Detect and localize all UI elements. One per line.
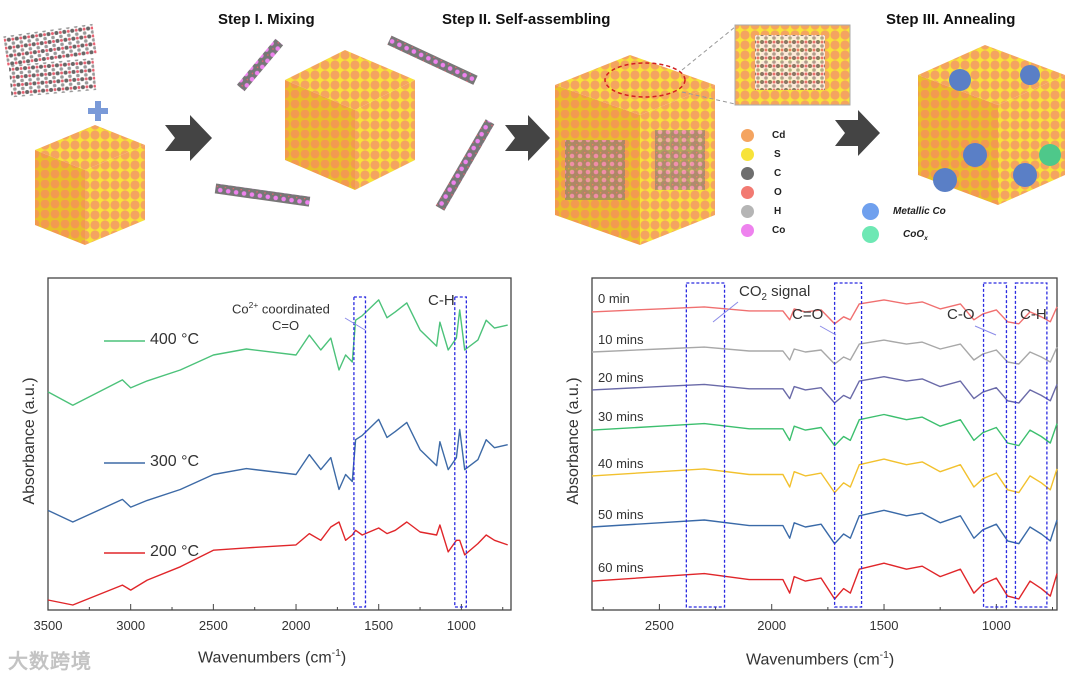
left-x-axis-label: Wavenumbers (cm-1) — [198, 648, 347, 667]
legend-c: C — [774, 168, 782, 179]
highlight-box — [833, 282, 863, 608]
legend-cd: Cd — [772, 130, 786, 141]
c-swatch — [741, 167, 754, 180]
cds-nanocube-mixing — [214, 35, 495, 211]
metallic-co-swatch — [862, 203, 879, 220]
coox-swatch — [862, 226, 879, 243]
ch-annotation-right: C-H — [1020, 306, 1047, 323]
plus-icon — [88, 101, 108, 121]
plot-frame — [47, 277, 512, 611]
co2-signal-annotation: CO2 signal — [739, 283, 811, 303]
x-tick-label: 1000 — [981, 618, 1011, 633]
series-line-40-mins — [591, 458, 1058, 494]
right-x-axis-label: Wavenumbers (cm-1) — [746, 650, 895, 669]
co-annotation-right: C=O — [792, 306, 824, 323]
cd-swatch — [741, 129, 754, 142]
series-label-40mins: 40 mins — [598, 456, 644, 471]
x-tick-label: 3500 — [33, 618, 63, 633]
co-annotation-line2: C=O — [272, 318, 300, 333]
series-line-60-mins — [591, 562, 1058, 600]
right-y-axis-label: Absorbance (a.u.) — [565, 377, 582, 505]
legend-coox: CoOx — [903, 229, 928, 242]
annealed-nanocube — [918, 45, 1065, 205]
s-swatch — [741, 148, 754, 161]
ch-annotation-left: C-H — [428, 292, 455, 309]
self-assembled-nanocube — [555, 24, 851, 245]
series-line-400-c — [47, 299, 508, 406]
cds-nanocube — [35, 125, 145, 245]
legend-200c: 200 °C — [150, 543, 200, 560]
x-tick-label: 2000 — [281, 618, 311, 633]
organic-ligand-molecules — [3, 23, 97, 98]
legend-400c: 400 °C — [150, 331, 200, 348]
x-tick-label: 2500 — [198, 618, 228, 633]
series-label-50mins: 50 mins — [598, 507, 644, 522]
synthesis-schematic — [3, 23, 1065, 245]
highlight-box — [353, 296, 367, 608]
annotation-arrow — [344, 317, 366, 331]
series-line-0-min — [591, 299, 1058, 325]
legend-co: Co — [772, 225, 786, 236]
x-tick-label: 3000 — [116, 618, 146, 633]
series-line-200-c — [47, 521, 508, 606]
annotation-arrow — [974, 325, 997, 336]
legend-o: O — [774, 187, 782, 198]
chart-1 — [591, 277, 1058, 611]
series-line-10-mins — [591, 339, 1058, 365]
series-line-30-mins — [591, 413, 1058, 447]
arrow-icon — [835, 110, 880, 156]
x-tick-label: 2500 — [644, 618, 674, 633]
x-tick-label: 1500 — [869, 618, 899, 633]
annotation-arrow — [819, 325, 837, 336]
series-line-300-c — [47, 418, 508, 523]
c-o-annotation: C-O — [947, 306, 975, 323]
legend-300c: 300 °C — [150, 453, 200, 470]
arrow-icon — [505, 115, 550, 161]
series-label-0min: 0 min — [598, 291, 630, 306]
highlight-box — [982, 282, 1008, 608]
o-swatch — [741, 186, 754, 199]
step-2-label: Step II. Self-assembling — [442, 11, 611, 28]
highlight-box — [1014, 282, 1048, 608]
legend-h: H — [774, 206, 782, 217]
arrow-icon — [165, 115, 212, 161]
x-tick-label: 2000 — [757, 618, 787, 633]
series-label-20mins: 20 mins — [598, 370, 644, 385]
step-1-label: Step I. Mixing — [218, 11, 315, 28]
chart-0 — [47, 277, 512, 611]
legend-s: S — [774, 149, 781, 160]
series-label-30mins: 30 mins — [598, 409, 644, 424]
legend-metallic-co: Metallic Co — [893, 206, 946, 217]
co-swatch — [741, 224, 754, 237]
annotation-arrow — [712, 301, 739, 323]
plot-frame — [591, 277, 1058, 611]
left-y-axis-label: Absorbance (a.u.) — [21, 377, 38, 505]
series-label-10mins: 10 mins — [598, 332, 644, 347]
watermark: 大数跨境 — [8, 651, 92, 673]
highlight-box — [454, 296, 468, 608]
highlight-box — [685, 282, 726, 608]
x-tick-label: 1500 — [364, 618, 394, 633]
x-tick-label: 1000 — [446, 618, 476, 633]
step-3-label: Step III. Annealing — [886, 11, 1016, 28]
co2-coordinated-annotation: Co2+ coordinated — [232, 300, 330, 317]
h-swatch — [741, 205, 754, 218]
series-line-20-mins — [591, 376, 1058, 404]
series-label-60mins: 60 mins — [598, 560, 644, 575]
series-line-50-mins — [591, 509, 1058, 545]
